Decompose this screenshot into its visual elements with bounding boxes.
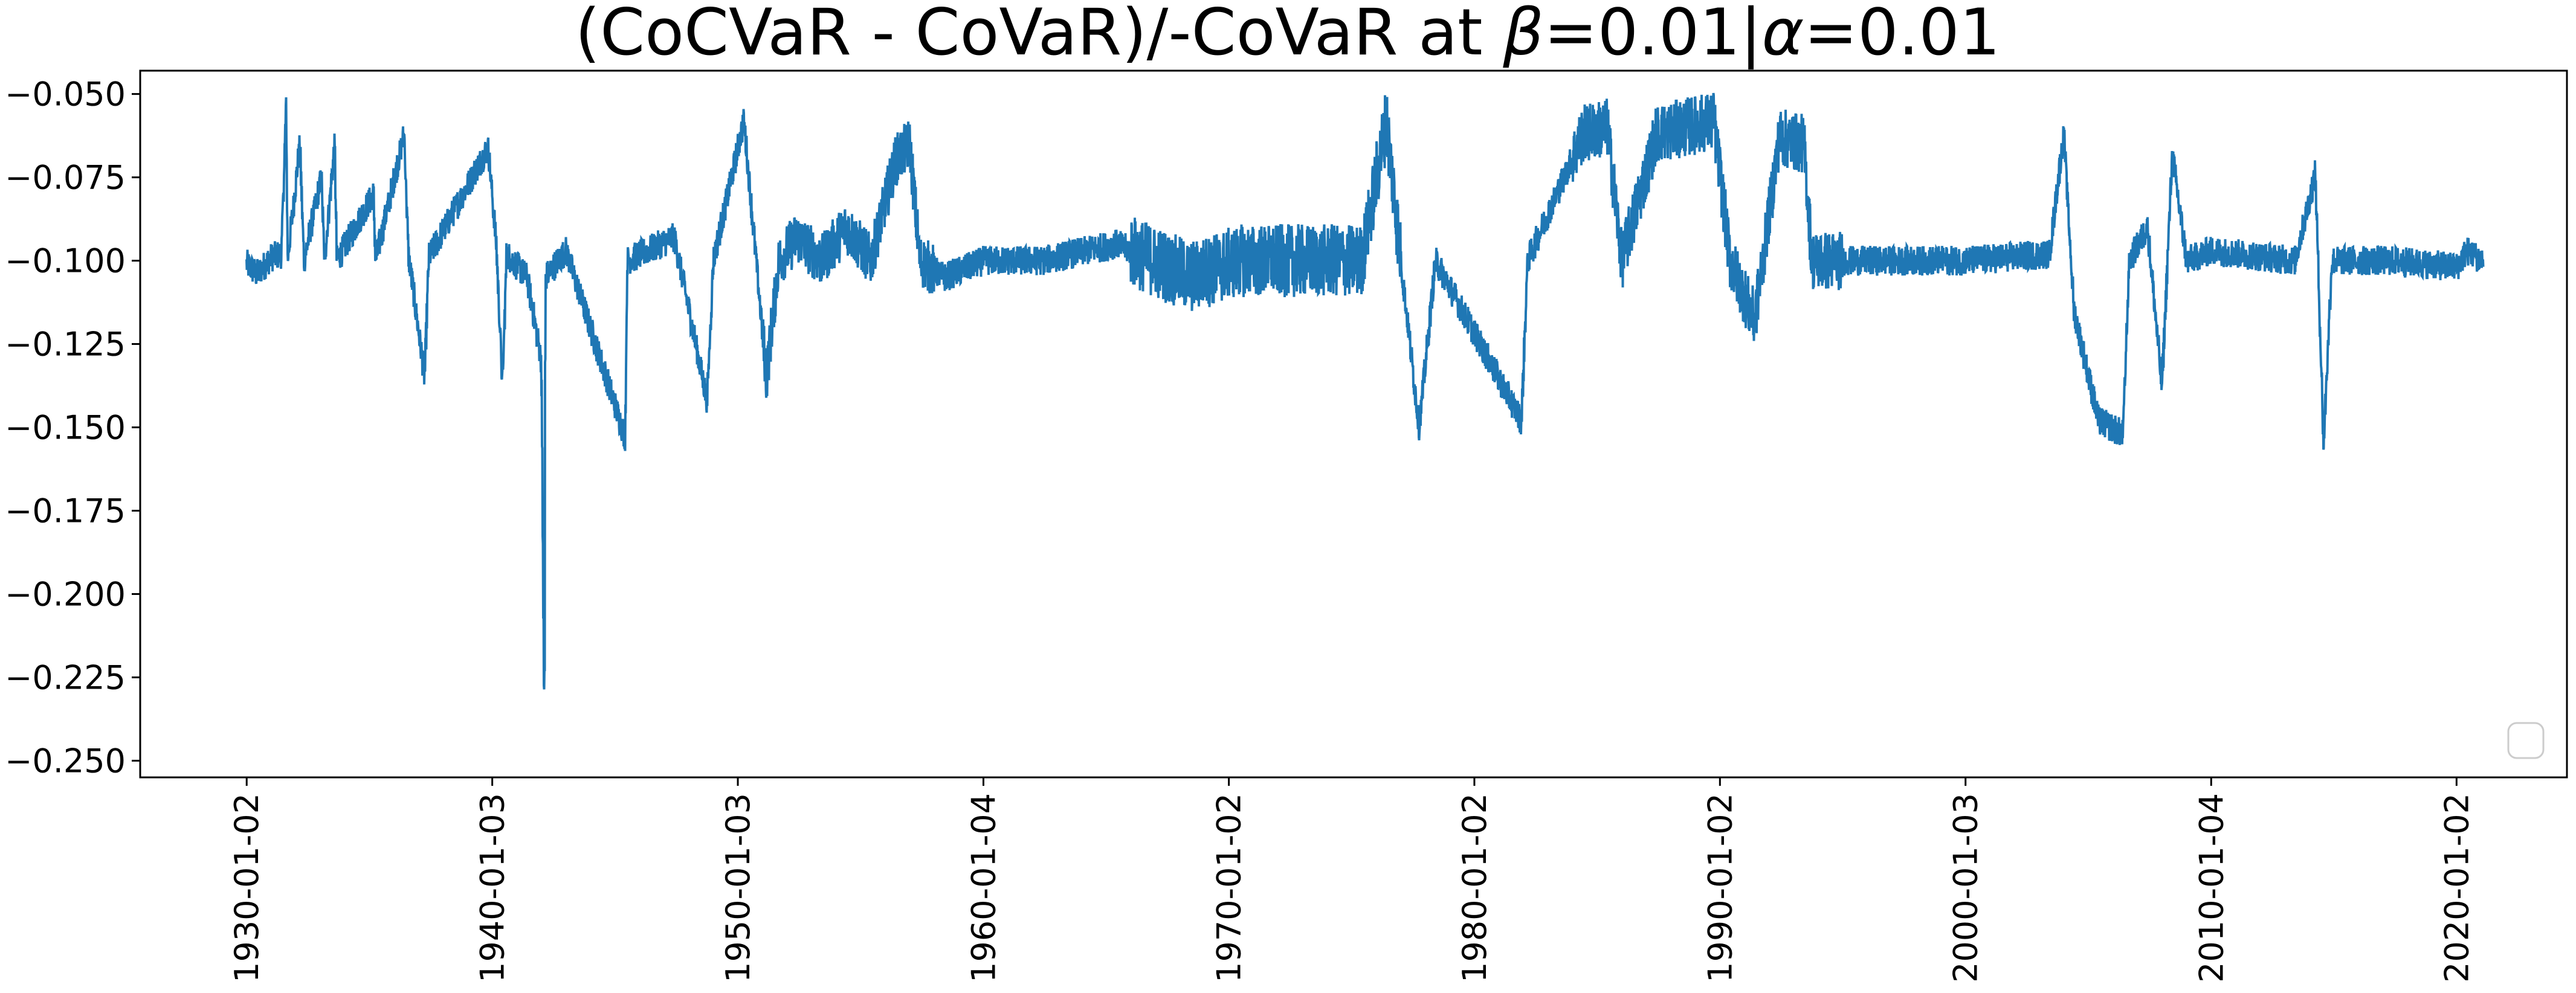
x-tick-label: 1970-01-02: [1210, 793, 1248, 983]
x-tick-label: 1960-01-04: [964, 793, 1002, 983]
series-line: [245, 92, 2485, 690]
x-tick-label: 2010-01-04: [2192, 793, 2230, 983]
y-tick-label: −0.175: [5, 492, 126, 530]
x-tick-label: 2020-01-02: [2438, 793, 2476, 983]
y-tick-label: −0.250: [5, 742, 126, 780]
legend-box: [2507, 722, 2545, 759]
y-tick-label: −0.150: [5, 409, 126, 447]
axes-frame: [139, 69, 2568, 779]
y-tick-label: −0.200: [5, 575, 126, 613]
chart-title-alpha-value: =0.01: [1804, 0, 2000, 69]
x-tick-label: 1980-01-02: [1456, 793, 1494, 983]
chart-title-alpha: α: [1761, 0, 1804, 69]
chart-title-beta: β: [1502, 0, 1544, 69]
x-tick-label: 1990-01-02: [1701, 793, 1739, 983]
x-tick-label: 1940-01-03: [474, 793, 512, 983]
x-tick-label: 1950-01-03: [719, 793, 757, 983]
y-tick-label: −0.225: [5, 658, 126, 696]
y-tick-label: −0.100: [5, 242, 126, 280]
chart-title-prefix: (CoCVaR - CoVaR)/-CoVaR at: [575, 0, 1503, 69]
y-axis: −0.050 −0.075 −0.100 −0.125 −0.150 −0.175 −0.2…: [5, 76, 140, 780]
y-tick-label: −0.075: [5, 159, 126, 197]
y-tick-label: −0.125: [5, 326, 126, 364]
x-tick-label: 1930-01-02: [228, 793, 266, 983]
plot-area: [245, 92, 2485, 690]
y-tick-label: −0.050: [5, 76, 126, 114]
chart-title: (CoCVaR - CoVaR)/-CoVaR at β=0.01|α=0.01: [575, 0, 2000, 70]
x-tick-label: 2000-01-03: [1947, 793, 1985, 983]
x-axis: 1930-01-02 1940-01-03 1950-01-03 1960-01-04…: [228, 777, 2476, 983]
chart-title-beta-value: =0.01|: [1544, 0, 1762, 70]
